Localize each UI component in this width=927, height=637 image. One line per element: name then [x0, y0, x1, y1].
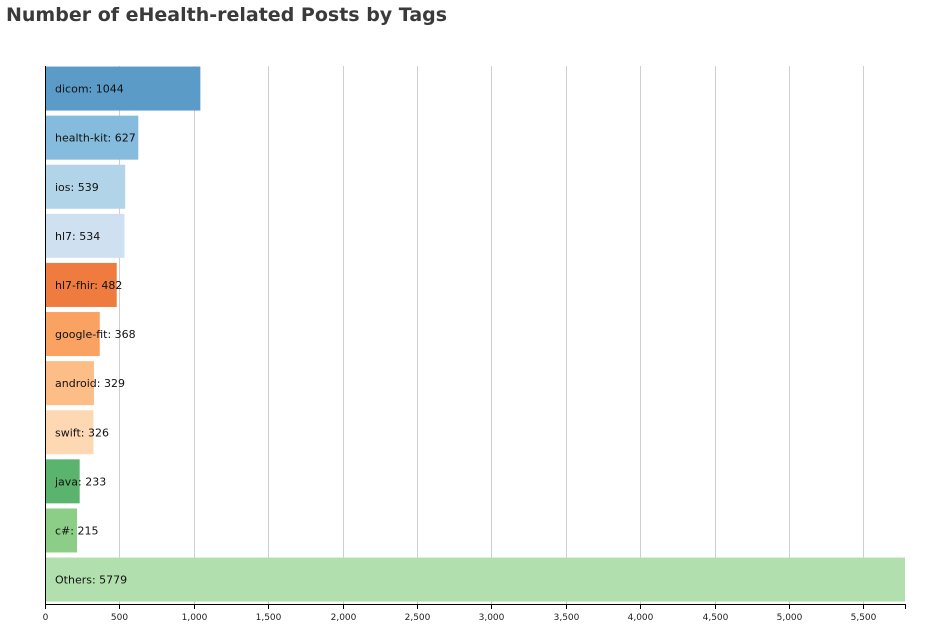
x-tick-label: 0	[43, 613, 49, 623]
bar-label: dicom: 1044	[55, 83, 124, 96]
bar-hl7-fhir	[45, 262, 117, 307]
bar-dicom	[45, 66, 201, 111]
x-tick-label: 2,500	[405, 613, 431, 623]
bar-others	[45, 557, 905, 602]
x-tick-label: 4,500	[703, 613, 729, 623]
bar-label: Others: 5779	[55, 574, 127, 587]
chart-title: Number of eHealth-related Posts by Tags	[6, 4, 448, 26]
x-tick-label: 5,500	[851, 613, 877, 623]
bar-label: hl7-fhir: 482	[55, 279, 122, 292]
gridlines	[119, 66, 864, 604]
bar-android	[45, 361, 94, 406]
bar-java	[45, 459, 80, 504]
bar-label: health-kit: 627	[55, 132, 136, 145]
bar-health-kit	[45, 115, 139, 160]
x-tick-label: 3,000	[479, 613, 505, 623]
x-tick-label: 3,500	[554, 613, 580, 623]
bar-label: google-fit: 368	[55, 328, 136, 341]
x-tick-label: 5,000	[777, 613, 803, 623]
x-tick-label: 1,500	[256, 613, 282, 623]
x-tick-label: 2,000	[331, 613, 357, 623]
x-tick-label: 500	[111, 613, 128, 623]
bar-c-	[45, 508, 77, 553]
bar-ios	[45, 164, 126, 209]
bar-label: java: 233	[54, 475, 106, 488]
bars	[45, 66, 905, 602]
bar-label: swift: 326	[55, 426, 109, 439]
bar-label: ios: 539	[55, 181, 99, 194]
x-tick-label: 4,000	[628, 613, 654, 623]
bar-google-fit	[45, 312, 100, 357]
bar-labels: dicom: 1044 health-kit: 627 ios: 539 hl7: 5…	[54, 83, 136, 587]
bar-label: c#: 215	[55, 524, 98, 537]
bar-swift	[45, 410, 94, 455]
bar-label: android: 329	[55, 377, 125, 390]
x-tick-label: 1,000	[182, 613, 208, 623]
x-axis: 0 500 1,000 1,500 2,000 2,500 3,000 3,500 4,000 4…	[43, 66, 906, 623]
bar-label: hl7: 534	[55, 230, 100, 243]
bar-hl7	[45, 213, 125, 258]
